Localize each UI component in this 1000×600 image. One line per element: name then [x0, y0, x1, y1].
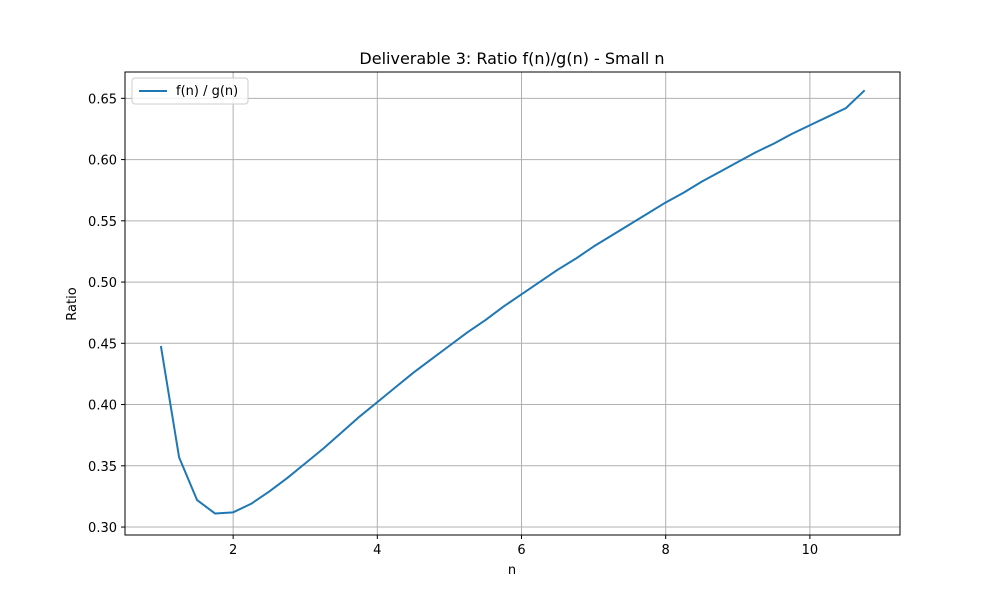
x-tick-label: 8: [662, 543, 670, 558]
legend-box: [131, 77, 249, 105]
series-line: [159, 89, 866, 515]
y-tick-label: 0.45: [88, 337, 117, 352]
legend-label: f(n) / g(n): [176, 84, 238, 99]
y-axis-label: Ratio: [65, 287, 80, 320]
x-tick-label: 4: [373, 543, 381, 558]
axis-ticks: 2 4 6 8 10 0.30 0.35 0.40 0.45 0.50 0.55 0.60 0.65: [88, 92, 818, 558]
legend: f(n) / g(n): [131, 77, 249, 105]
plot-area-frame: [124, 71, 901, 536]
y-tick-label: 0.30: [88, 521, 117, 536]
x-tick-label: 6: [517, 543, 525, 558]
y-tick-label: 0.65: [88, 92, 117, 107]
y-tick-label: 0.40: [88, 399, 117, 414]
data-series: [159, 89, 866, 515]
grid-lines: [125, 72, 900, 535]
y-tick-label: 0.35: [88, 460, 117, 475]
y-tick-label: 0.55: [88, 215, 117, 230]
chart-title: Deliverable 3: Ratio f(n)/g(n) - Small n: [359, 49, 664, 68]
y-tick-label: 0.50: [88, 276, 117, 291]
x-tick-label: 10: [802, 543, 819, 558]
x-tick-label: 2: [229, 543, 237, 558]
x-axis-label: n: [508, 563, 516, 578]
y-tick-label: 0.60: [88, 154, 117, 169]
